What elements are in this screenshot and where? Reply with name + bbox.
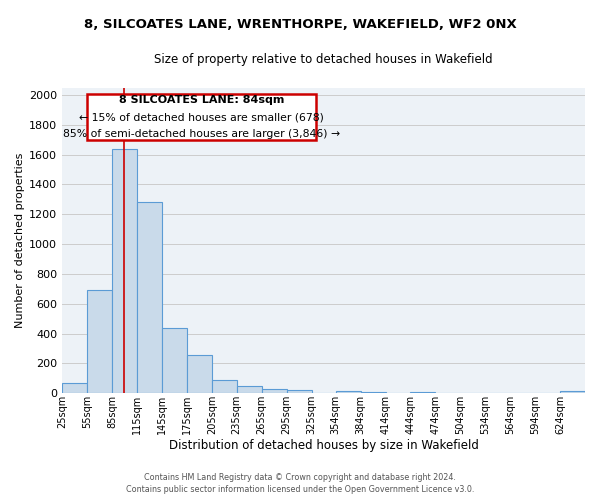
Bar <box>262 388 287 393</box>
Bar <box>560 391 585 393</box>
Bar <box>335 391 361 393</box>
Bar <box>162 328 187 393</box>
Text: ← 15% of detached houses are smaller (678): ← 15% of detached houses are smaller (67… <box>79 112 324 122</box>
Bar <box>361 392 386 393</box>
Text: 8, SILCOATES LANE, WRENTHORPE, WAKEFIELD, WF2 0NX: 8, SILCOATES LANE, WRENTHORPE, WAKEFIELD… <box>83 18 517 30</box>
Bar <box>137 202 162 393</box>
Text: Contains HM Land Registry data © Crown copyright and database right 2024.
Contai: Contains HM Land Registry data © Crown c… <box>126 472 474 494</box>
Bar <box>212 380 237 393</box>
Bar <box>112 150 137 393</box>
X-axis label: Distribution of detached houses by size in Wakefield: Distribution of detached houses by size … <box>169 440 479 452</box>
Bar <box>287 390 311 393</box>
Text: 8 SILCOATES LANE: 84sqm: 8 SILCOATES LANE: 84sqm <box>119 96 284 106</box>
Bar <box>410 392 436 393</box>
Bar <box>62 384 87 393</box>
Y-axis label: Number of detached properties: Number of detached properties <box>15 152 25 328</box>
Bar <box>187 355 212 393</box>
Text: 85% of semi-detached houses are larger (3,846) →: 85% of semi-detached houses are larger (… <box>63 130 340 140</box>
Bar <box>87 290 112 393</box>
Title: Size of property relative to detached houses in Wakefield: Size of property relative to detached ho… <box>154 52 493 66</box>
Bar <box>87 94 316 140</box>
Bar <box>237 386 262 393</box>
